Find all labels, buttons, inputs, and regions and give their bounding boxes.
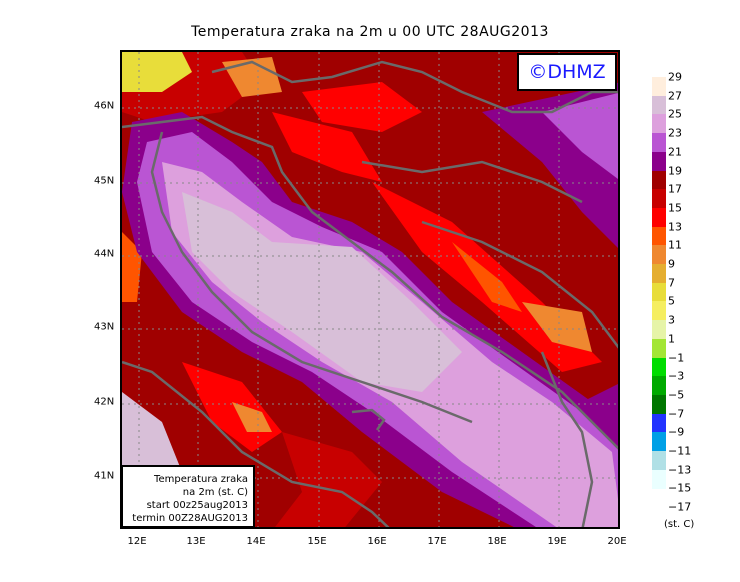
legend-label: −3 (668, 369, 685, 383)
warm-patch (522, 302, 592, 352)
legend-swatch (652, 207, 666, 228)
sea-core (182, 192, 462, 392)
y-tick-label: 43N (94, 321, 115, 333)
info-line: termin 00Z28AUG2013 (132, 513, 248, 524)
legend-label: 19 (668, 164, 682, 177)
legend-label: −17 (668, 500, 692, 514)
x-tick-label: 14E (246, 536, 266, 547)
legend-swatch (652, 338, 666, 358)
legend-label: −9 (668, 425, 685, 439)
legend-swatch (652, 226, 666, 246)
info-box: Temperatura zraka na 2m (st. C) start 00… (121, 465, 255, 528)
legend-swatch (652, 77, 666, 97)
legend-label: 17 (668, 182, 682, 196)
legend-swatch (652, 282, 666, 302)
legend-label: −15 (668, 481, 692, 495)
legend-label: 9 (668, 257, 675, 271)
y-tick-label: 44N (94, 248, 115, 260)
y-tick-label: 45N (94, 175, 115, 187)
legend-label: −5 (668, 388, 685, 402)
x-tick-label: 13E (186, 536, 206, 547)
legend-label: 21 (668, 145, 682, 159)
x-tick-label: 19E (547, 536, 567, 547)
warm-patch (232, 402, 272, 432)
legend-label: 13 (668, 220, 682, 234)
y-tick-label: 46N (94, 100, 115, 112)
x-tick-label: 12E (127, 536, 147, 547)
legend-swatch (652, 170, 666, 190)
legend-swatch (652, 357, 666, 377)
x-tick-label: 15E (307, 536, 327, 547)
legend-label: −7 (668, 407, 685, 421)
info-line: Temperatura zraka (154, 474, 248, 485)
legend-label: 27 (668, 89, 682, 103)
legend-swatch (652, 133, 666, 153)
map-field (122, 52, 618, 527)
legend-swatch (652, 264, 666, 284)
legend-label: 15 (668, 201, 682, 215)
warm-patch (272, 112, 382, 182)
legend-swatch (652, 376, 666, 396)
x-tick-label: 20E (607, 536, 627, 547)
legend-unit: (st. C) (664, 519, 695, 530)
legend-swatch (652, 114, 666, 134)
legend-label: 5 (668, 294, 675, 308)
legend-swatch (652, 245, 666, 265)
legend-swatch (652, 189, 666, 209)
legend-swatch (652, 394, 666, 415)
legend-swatch (652, 432, 666, 452)
dhmz-logo: ©DHMZ (517, 53, 617, 91)
legend-swatch (652, 469, 666, 489)
y-tick-label: 41N (94, 470, 115, 482)
legend-swatch (652, 151, 666, 171)
cool-patch (542, 93, 618, 179)
legend-label: 7 (668, 276, 675, 290)
coastlines (122, 60, 618, 527)
x-tick-label: 18E (487, 536, 507, 547)
legend-label: 3 (668, 313, 675, 327)
warm-patch (452, 242, 522, 312)
legend-label: −11 (668, 444, 692, 458)
y-tick-label: 42N (94, 396, 115, 408)
temperature-map (120, 50, 620, 529)
warm-patch (275, 432, 382, 527)
legend-swatch (652, 451, 666, 471)
legend-swatch (652, 301, 666, 321)
x-tick-label: 17E (427, 536, 447, 547)
legend-label: −1 (668, 351, 685, 364)
legend-label: 23 (668, 126, 682, 140)
legend-swatch (652, 95, 666, 115)
legend-label: 25 (668, 107, 682, 121)
legend-label: −13 (668, 463, 692, 477)
map-title: Temperatura zraka na 2m u 00 UTC 28AUG20… (191, 24, 549, 40)
x-tick-label: 16E (367, 536, 387, 547)
legend-label: 1 (668, 332, 675, 346)
legend-label: 29 (668, 70, 682, 84)
legend-label: 11 (668, 238, 682, 252)
grid (122, 52, 618, 527)
legend-swatch (652, 413, 666, 433)
info-line: start 00z25aug2013 (146, 500, 248, 511)
legend-swatch (652, 320, 666, 340)
warm-patch (302, 82, 422, 132)
info-line: na 2m (st. C) (182, 487, 248, 498)
